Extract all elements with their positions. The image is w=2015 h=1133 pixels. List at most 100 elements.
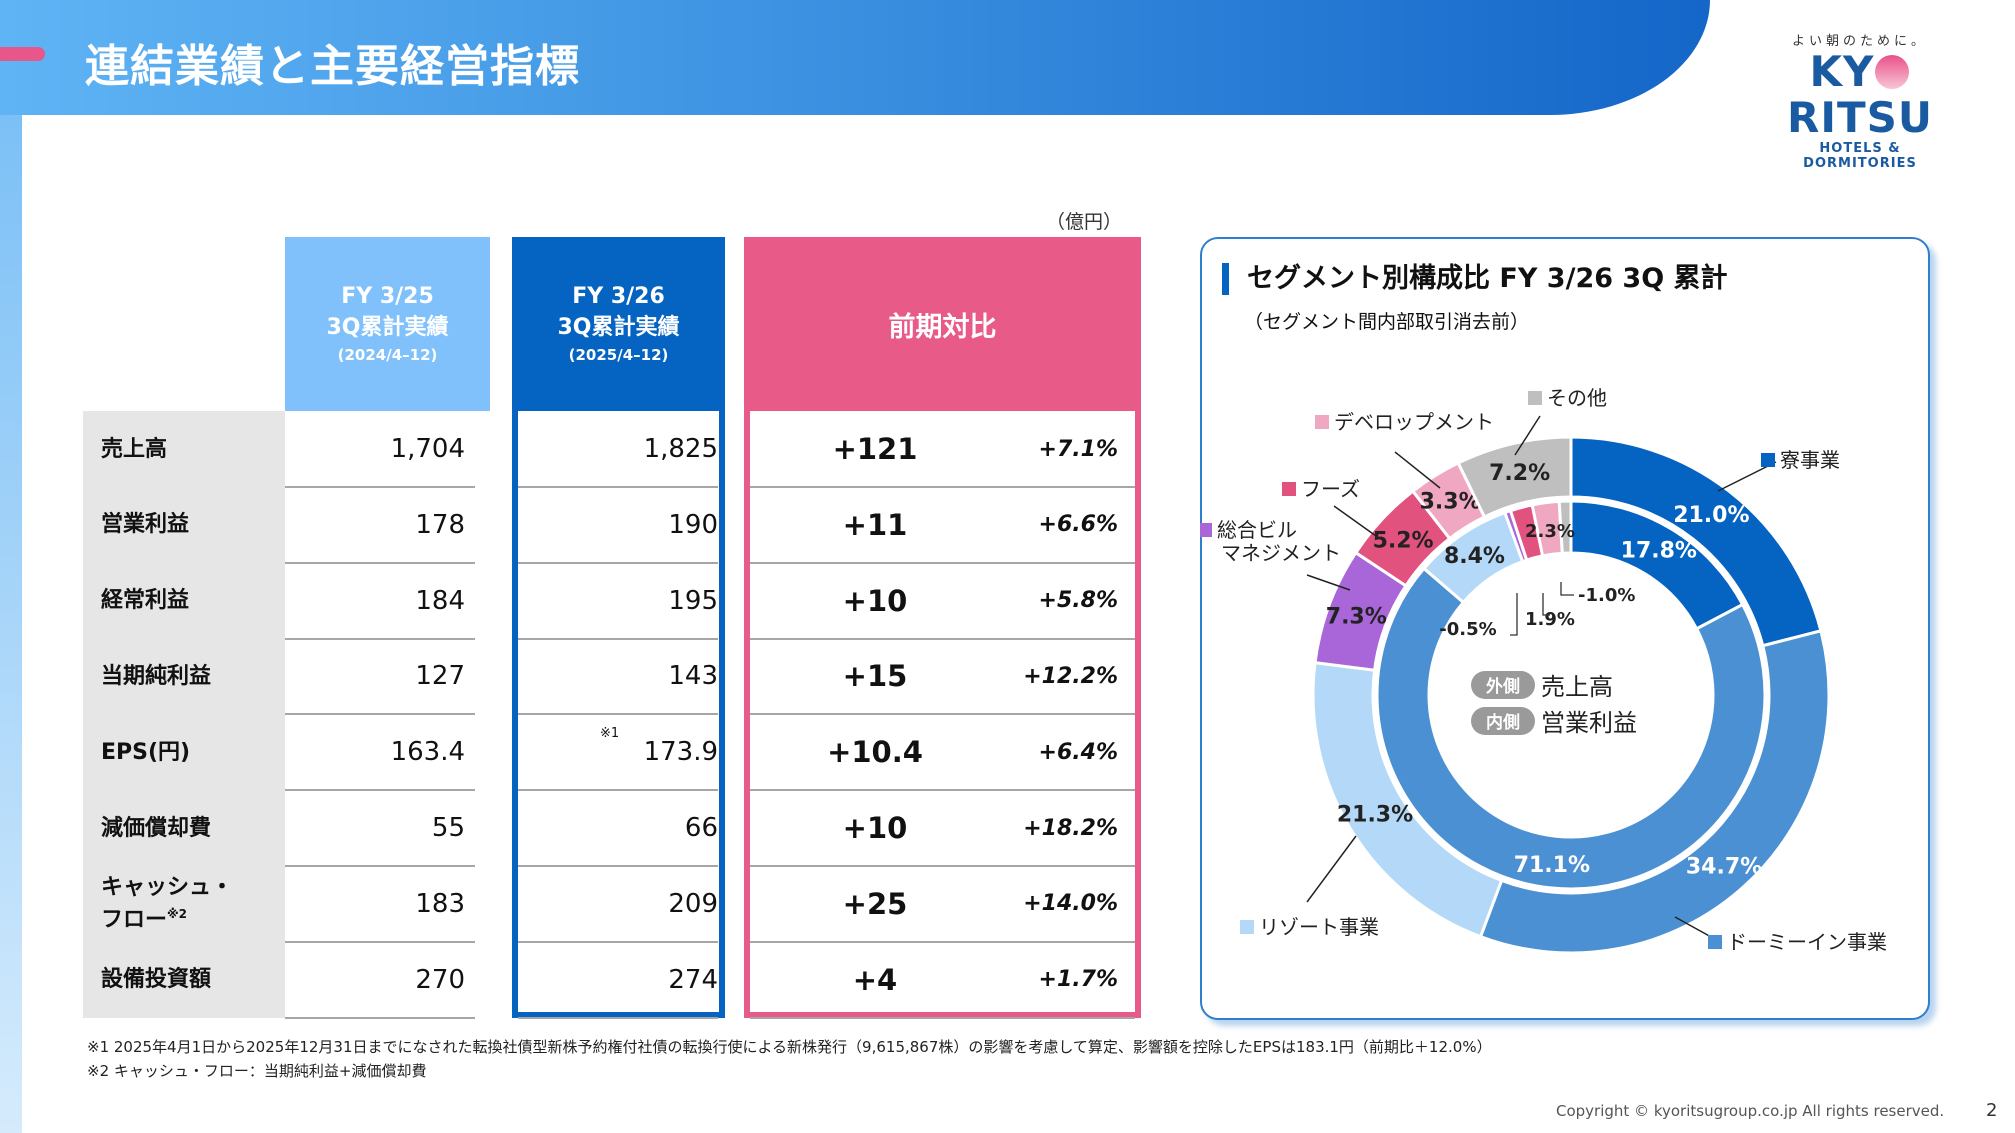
row-divider <box>750 713 1135 716</box>
outer-value-label: 34.7% <box>1686 854 1762 879</box>
row-label-text-2: フロー <box>101 907 168 933</box>
curr-value-text: 195 <box>668 585 718 616</box>
table-row: 営業利益 178 190 +11 +6.6% <box>83 486 1141 564</box>
col-line1: FY 3/25 <box>341 284 434 309</box>
col-line1: FY 3/26 <box>572 284 665 309</box>
row-divider <box>750 940 1135 943</box>
curr-value: ※1 173.9 <box>518 714 718 790</box>
prev-value: 184 <box>415 585 465 616</box>
diff-value: +4 <box>852 962 898 997</box>
category-label: ドーミーイン事業 <box>1727 930 1887 954</box>
page-number: 2 <box>1986 1100 1998 1121</box>
row-label-text: 減価償却費 <box>101 815 212 841</box>
row-divider <box>750 789 1135 792</box>
diff-value: +10 <box>842 583 908 618</box>
chart-title: セグメント別構成比 FY 3/26 3Q 累計 <box>1222 263 1728 295</box>
footnote-2: ※2 キャッシュ・フロー：当期純利益+減価償却費 <box>87 1062 427 1080</box>
eps-note: ※1 <box>600 726 620 742</box>
row-divider <box>285 637 475 640</box>
header-band <box>0 0 1710 115</box>
row-label-text: 設備投資額 <box>101 967 212 993</box>
footnote-1: ※1 2025年4月1日から2025年12月31日までになされた転換社債型新株予… <box>87 1038 1492 1056</box>
row-divider <box>750 1016 1135 1019</box>
diff-percent: +6.4% <box>1038 739 1118 765</box>
row-divider <box>750 637 1135 640</box>
leader-line <box>1542 593 1550 616</box>
leader-line <box>1333 505 1377 537</box>
row-label-text: EPS(円) <box>101 739 191 765</box>
row-divider <box>518 940 718 943</box>
leader-line <box>1514 415 1541 456</box>
table-row: 売上高 1,704 1,825 +121 +7.1% <box>83 411 1141 488</box>
diff-value: +15 <box>842 659 908 694</box>
outer-value-label: 21.3% <box>1337 802 1413 827</box>
legend-swatch <box>1315 415 1329 429</box>
diff-value: +11 <box>842 507 908 542</box>
row-divider <box>285 1016 475 1019</box>
diff-value: +10.4 <box>827 735 923 770</box>
category-label: 総合ビル <box>1217 518 1297 542</box>
inner-small-value-label: 1.9% <box>1525 609 1575 630</box>
inner-slice-6 <box>1557 499 1573 555</box>
legend-swatch <box>1708 935 1722 949</box>
inner-value-label: 8.4% <box>1444 544 1505 569</box>
row-label: 営業利益 <box>83 486 285 563</box>
column-header-prev: FY 3/25 3Q累計実績 (2024/4–12) <box>285 237 490 411</box>
category-label: フーズ <box>1301 477 1360 501</box>
curr-value: 209 <box>518 866 718 942</box>
diff-percent: +14.0% <box>1023 891 1118 917</box>
column-header-comparison: 前期対比 <box>744 237 1141 411</box>
curr-value: 1,825 <box>518 411 718 487</box>
diff-value: +25 <box>842 886 908 921</box>
legend-swatch <box>1200 523 1212 537</box>
logo-brand: KYRITSU <box>1760 49 1960 141</box>
table-row: 減価償却費 55 66 +10 +18.2% <box>83 790 1141 867</box>
diff-percent: +7.1% <box>1038 436 1118 462</box>
inner-value-label: 71.1% <box>1514 853 1590 878</box>
row-label: 経常利益 <box>83 562 285 639</box>
row-divider <box>285 561 475 564</box>
curr-value: 143 <box>518 638 718 714</box>
diff-percent: +12.2% <box>1023 663 1118 689</box>
diff-value: +10 <box>842 811 908 845</box>
leader-line <box>1560 582 1574 596</box>
outer-value-label: 21.0% <box>1673 503 1749 528</box>
curr-value-text: 274 <box>668 964 718 995</box>
row-label-text: 当期純利益 <box>101 663 212 689</box>
category-label: リゾート事業 <box>1259 915 1379 939</box>
row-label: 売上高 <box>83 411 285 487</box>
row-label: EPS(円) <box>83 714 285 791</box>
left-decor-strip <box>0 115 22 1133</box>
prev-value: 55 <box>431 813 465 843</box>
chart-subtitle: （セグメント間内部取引消去前） <box>1244 311 1530 333</box>
logo-sub: HOTELS & DORMITORIES <box>1803 141 1917 171</box>
prev-value: 163.4 <box>390 737 465 768</box>
row-label-text: 営業利益 <box>101 512 190 538</box>
table-row: EPS(円) 163.4 ※1 173.9 +10.4 +6.4% <box>83 714 1141 792</box>
col-line3: (2024/4–12) <box>337 346 438 364</box>
row-divider <box>750 561 1135 564</box>
row-divider <box>518 561 718 564</box>
curr-value: 274 <box>518 942 718 1018</box>
row-divider <box>750 865 1135 867</box>
column-header-curr: FY 3/26 3Q累計実績 (2025/4–12) <box>512 237 725 411</box>
row-divider <box>285 713 475 716</box>
legend-swatch <box>1282 482 1296 496</box>
prev-value: 270 <box>415 964 465 995</box>
legend-swatch <box>1761 453 1775 467</box>
leader-line <box>1306 835 1357 903</box>
inner-small-value-label: 2.3% <box>1525 521 1575 542</box>
center-badge-text: 外側 <box>1486 676 1520 697</box>
row-divider <box>750 486 1135 488</box>
row-label-text: 経常利益 <box>101 588 190 614</box>
curr-value-text: 1,825 <box>643 434 718 464</box>
col-line2: 3Q累計実績 <box>326 315 449 340</box>
center-legend-label: 営業利益 <box>1541 709 1637 737</box>
category-label: デベロップメント <box>1334 410 1494 434</box>
leader-line <box>1306 574 1351 591</box>
page-title: 連結業績と主要経営指標 <box>85 41 580 92</box>
outer-value-label: 7.3% <box>1326 604 1387 629</box>
center-badge <box>1471 707 1535 735</box>
row-label: 設備投資額 <box>83 941 285 1018</box>
legend-swatch <box>1240 920 1254 934</box>
